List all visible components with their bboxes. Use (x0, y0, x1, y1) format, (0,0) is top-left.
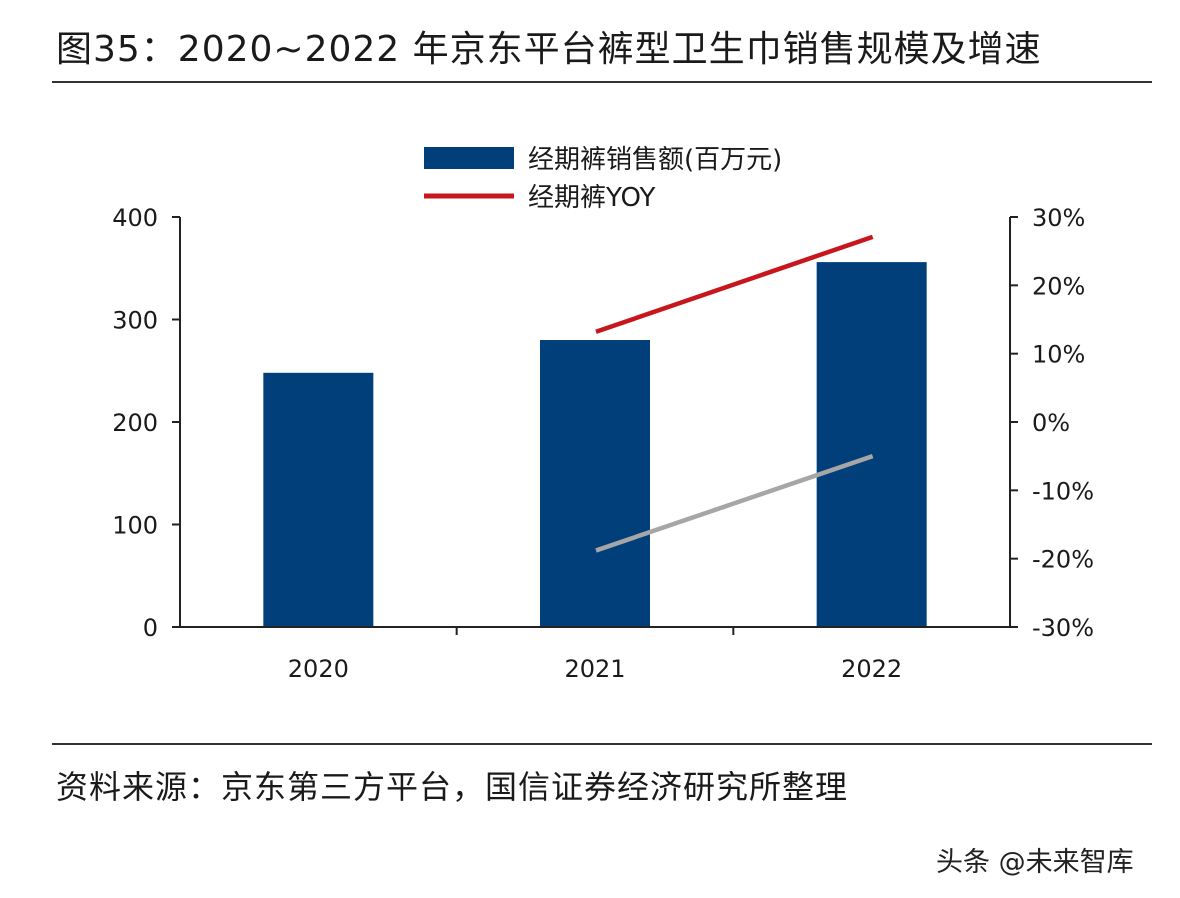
left-tick-label: 400 (112, 204, 158, 232)
lines-group (595, 234, 874, 553)
bottom-divider (52, 743, 1152, 745)
gray-line (595, 454, 874, 553)
legend-label-line: 经期裤YOY (528, 183, 656, 213)
bars-group (263, 262, 927, 627)
legend-swatch-bar (424, 147, 514, 169)
left-tick-label: 300 (112, 307, 158, 335)
source-note: 资料来源：京东第三方平台，国信证券经济研究所整理 (56, 768, 849, 806)
bar-2022 (816, 262, 927, 627)
legend-label-bar: 经期裤销售额(百万元) (528, 145, 782, 175)
right-tick-label: 0% (1032, 409, 1070, 437)
axes-group: 0 100 200 300 400 -30% -20% -10% 0% 10% 20% 30% 2020… (112, 204, 1094, 683)
right-tick-label: -30% (1032, 614, 1094, 642)
bar-2021 (540, 340, 650, 627)
left-tick-label: 100 (112, 512, 158, 540)
yoy-line (595, 234, 874, 334)
x-tick-label: 2022 (841, 655, 902, 683)
right-tick-label: 30% (1032, 204, 1085, 232)
left-tick-label: 200 (112, 409, 158, 437)
watermark: 头条 @未来智库 (936, 847, 1134, 878)
top-divider (52, 81, 1152, 83)
right-tick-label: 20% (1032, 272, 1085, 300)
legend: 经期裤销售额(百万元) 经期裤YOY (424, 145, 782, 213)
left-tick-label: 0 (143, 614, 158, 642)
chart-title: 图35：2020~2022 年京东平台裤型卫生巾销售规模及增速 (56, 29, 1042, 70)
right-tick-label: 10% (1032, 341, 1085, 369)
bar-2020 (263, 372, 374, 627)
chart-area: 经期裤销售额(百万元) 经期裤YOY 0 100 200 300 400 -30% -20% -… (112, 145, 1094, 683)
right-tick-label: -20% (1032, 546, 1094, 574)
right-tick-label: -10% (1032, 477, 1094, 505)
x-tick-label: 2021 (564, 655, 625, 683)
x-tick-label: 2020 (288, 655, 349, 683)
